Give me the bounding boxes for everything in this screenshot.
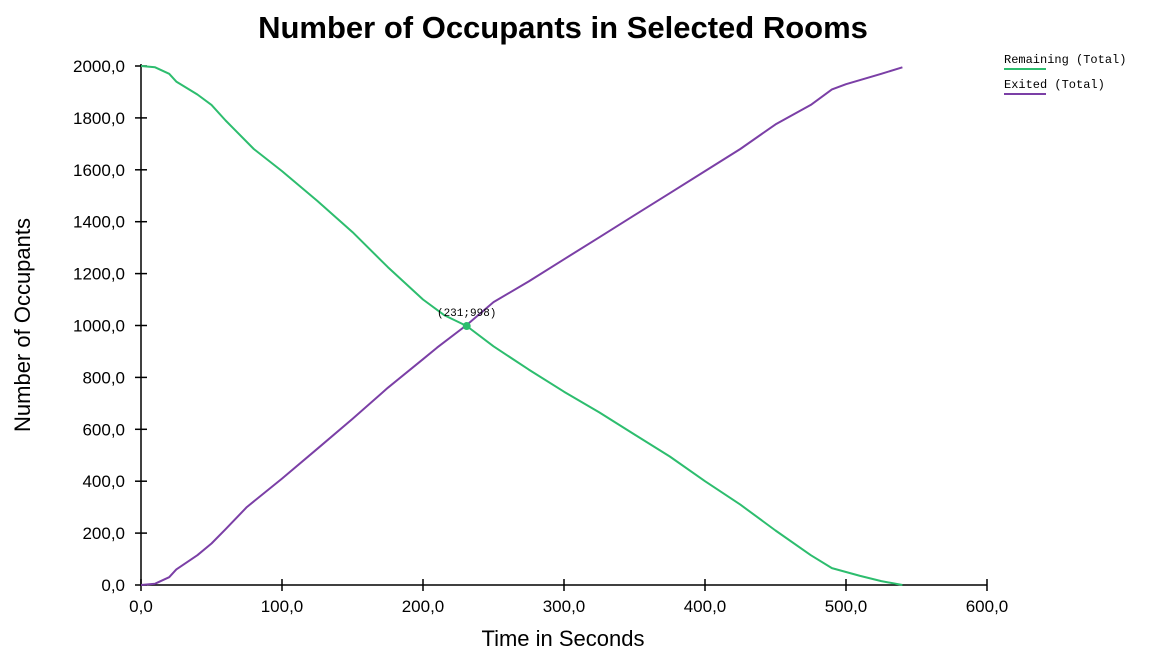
y-tick-label: 1600,0 (73, 161, 125, 180)
y-axis-title: Number of Occupants (10, 218, 35, 432)
x-tick-label: 300,0 (543, 597, 586, 616)
y-tick-label: 1000,0 (73, 317, 125, 336)
y-tick-label: 1400,0 (73, 213, 125, 232)
y-tick-label: 600,0 (82, 420, 125, 439)
y-tick-label: 1800,0 (73, 109, 125, 128)
legend-label: Exited (Total) (1004, 78, 1105, 92)
x-tick-label: 200,0 (402, 597, 445, 616)
y-tick-label: 2000,0 (73, 57, 125, 76)
x-tick-label: 0,0 (129, 597, 153, 616)
y-tick-label: 1200,0 (73, 265, 125, 284)
annotation-layer: (231;998) (437, 308, 496, 331)
legend: Remaining (Total) Exited (Total) (1004, 53, 1126, 95)
x-tick-label: 500,0 (825, 597, 868, 616)
x-tick-label: 400,0 (684, 597, 727, 616)
series-line (140, 65, 903, 586)
x-tick-label: 600,0 (966, 597, 1009, 616)
y-tick-label: 800,0 (82, 368, 125, 387)
axes: 0,0 100,0 200,0 300,0 400,0 500,0 600,0 0,0 200,… (73, 57, 1008, 616)
series-layer (140, 65, 903, 586)
y-tick-label: 200,0 (82, 524, 125, 543)
highlight-point (462, 322, 471, 331)
legend-label: Remaining (Total) (1004, 53, 1126, 67)
y-tick-label: 400,0 (82, 472, 125, 491)
series-line (140, 66, 903, 586)
x-axis-title: Time in Seconds (481, 626, 644, 651)
point-label: (231;998) (437, 308, 496, 320)
chart-title: Number of Occupants in Selected Rooms (258, 10, 868, 45)
y-tick-label: 0,0 (101, 576, 125, 595)
x-tick-label: 100,0 (261, 597, 304, 616)
